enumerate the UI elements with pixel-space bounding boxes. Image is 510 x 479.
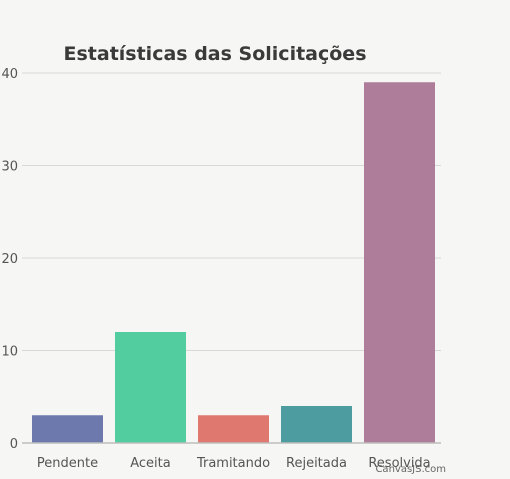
bar-tramitando[interactable] (198, 415, 269, 443)
bar-resolvida[interactable] (364, 82, 435, 443)
bar-pendente[interactable] (32, 415, 103, 443)
x-tick-label: Tramitando (196, 456, 270, 471)
y-tick-label: 20 (1, 252, 18, 267)
x-tick-label: Pendente (37, 456, 98, 471)
x-tick-label: Aceita (130, 456, 171, 471)
x-tick-label: Rejeitada (286, 456, 347, 471)
y-tick-label: 0 (10, 437, 18, 452)
y-tick-label: 10 (1, 345, 18, 360)
x-tick-label: Resolvida (368, 456, 430, 471)
bar-aceita[interactable] (115, 332, 186, 443)
chart-title: Estatísticas das Solicitações (64, 43, 367, 65)
bar-rejeitada[interactable] (281, 406, 352, 443)
bars (32, 82, 435, 443)
canvasjs-credit[interactable]: CanvasJS.com (375, 464, 446, 475)
y-axis-ticks: 0 10 20 30 40 (1, 67, 18, 452)
y-tick-label: 40 (1, 67, 18, 82)
y-tick-label: 30 (1, 160, 18, 175)
x-axis-labels: Pendente Aceita Tramitando Rejeitada Resolvi… (37, 456, 431, 471)
